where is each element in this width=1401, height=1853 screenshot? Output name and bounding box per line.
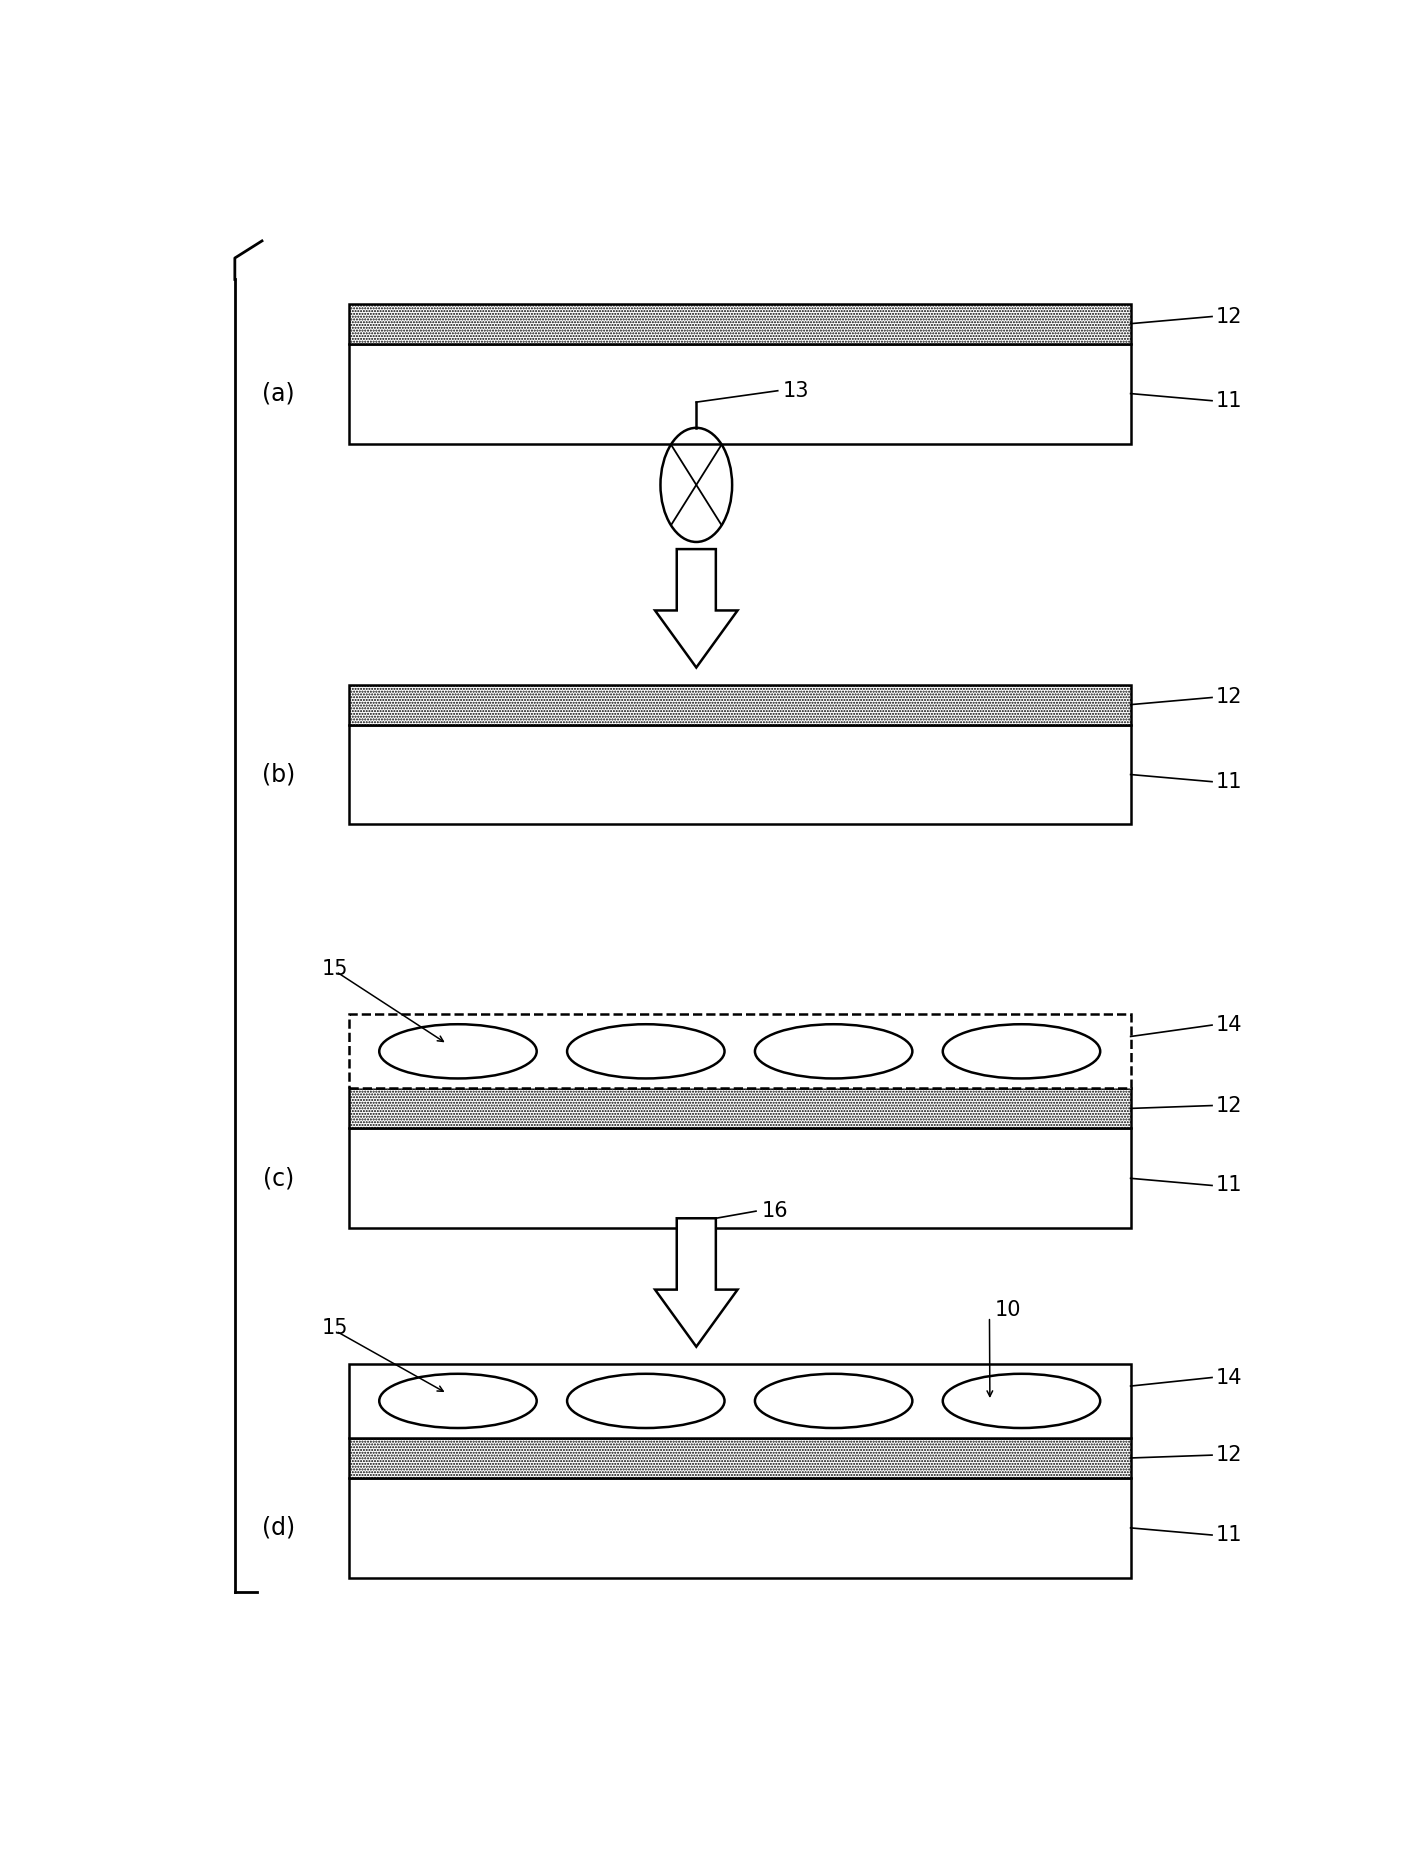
Text: 11: 11: [1215, 1175, 1241, 1195]
Text: 12: 12: [1215, 306, 1241, 326]
Text: 16: 16: [762, 1201, 789, 1221]
Polygon shape: [656, 1217, 737, 1347]
Bar: [349, 1364, 1131, 1438]
Bar: [349, 304, 1131, 343]
Text: 11: 11: [1215, 771, 1241, 791]
Text: 15: 15: [322, 1317, 349, 1338]
Bar: [349, 343, 1131, 443]
Bar: [349, 1088, 1131, 1128]
Bar: [349, 725, 1131, 825]
Bar: [349, 1479, 1131, 1579]
Text: 13: 13: [783, 380, 810, 400]
Text: 11: 11: [1215, 391, 1241, 411]
Text: 12: 12: [1215, 1095, 1241, 1116]
Bar: [349, 684, 1131, 725]
Text: 14: 14: [1215, 1368, 1241, 1388]
Text: 15: 15: [322, 958, 349, 978]
Bar: [349, 1438, 1131, 1479]
Text: 12: 12: [1215, 687, 1241, 708]
Text: 12: 12: [1215, 1445, 1241, 1466]
Polygon shape: [656, 548, 737, 667]
Text: (d): (d): [262, 1516, 294, 1540]
Text: 14: 14: [1215, 1015, 1241, 1036]
Text: (c): (c): [262, 1166, 294, 1190]
Text: 10: 10: [995, 1299, 1021, 1319]
Text: (a): (a): [262, 382, 294, 406]
Text: 11: 11: [1215, 1525, 1241, 1545]
Bar: [349, 1128, 1131, 1229]
Bar: [349, 1014, 1131, 1088]
Text: (b): (b): [262, 763, 294, 786]
